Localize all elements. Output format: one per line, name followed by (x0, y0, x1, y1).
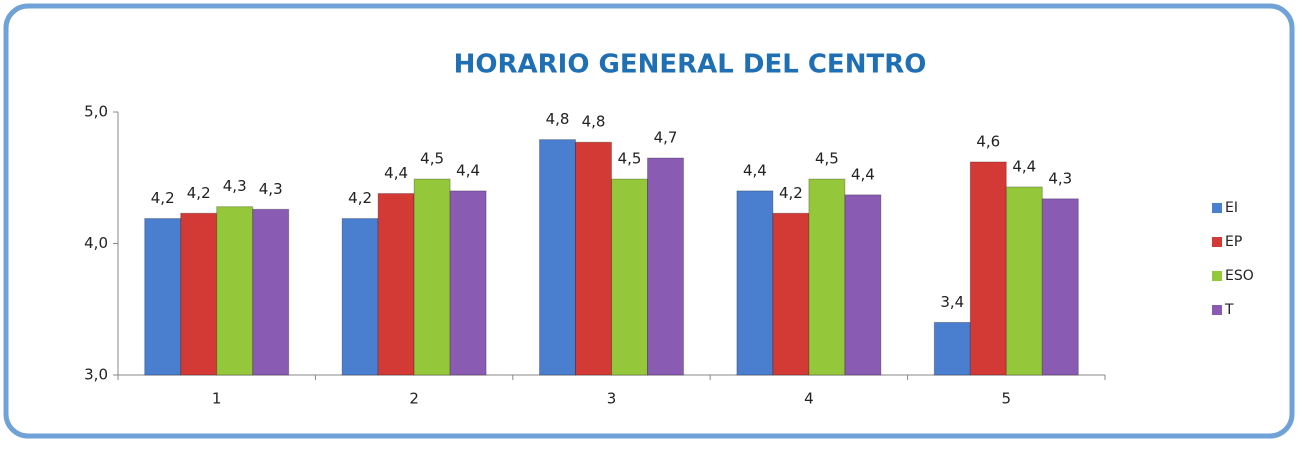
x-tick-label: 1 (212, 390, 222, 408)
value-label: 4,3 (223, 177, 247, 195)
value-label: 4,2 (187, 184, 211, 202)
value-label: 3,4 (940, 293, 964, 311)
legend-swatch (1212, 271, 1222, 281)
value-label: 4,7 (654, 129, 678, 147)
value-label: 4,6 (976, 132, 1000, 150)
bar (808, 178, 846, 376)
bar (377, 193, 415, 376)
legend-swatch (1212, 203, 1222, 213)
legend-label: EP (1225, 234, 1242, 250)
bar (611, 178, 648, 376)
value-label: 4,5 (420, 150, 444, 168)
value-label: 4,3 (259, 180, 283, 198)
value-label: 4,5 (618, 150, 642, 168)
value-label: 4,5 (815, 150, 839, 168)
bar (933, 321, 971, 376)
y-tick-label: 4,0 (84, 234, 108, 252)
value-label: 4,4 (456, 161, 480, 179)
bar (413, 178, 451, 376)
bar (772, 212, 810, 376)
value-label: 4,4 (1012, 157, 1036, 175)
value-label: 4,3 (1048, 169, 1072, 187)
x-tick-label: 2 (409, 390, 419, 408)
y-tick-label: 5,0 (84, 103, 108, 121)
value-label: 4,4 (743, 161, 767, 179)
value-label: 4,2 (151, 189, 175, 207)
value-label: 4,8 (582, 113, 606, 131)
bar (216, 206, 254, 376)
value-label: 4,4 (851, 165, 875, 183)
bar (575, 141, 612, 376)
bar (539, 139, 576, 376)
legend-swatch (1212, 305, 1222, 315)
bar (647, 157, 684, 376)
bar (144, 218, 182, 376)
value-label: 4,8 (546, 110, 570, 128)
legend-label: EI (1225, 200, 1238, 216)
value-label: 4,2 (348, 189, 372, 207)
value-label: 4,4 (384, 164, 408, 182)
bar (252, 208, 290, 376)
chart-title: HORARIO GENERAL DEL CENTRO (454, 50, 927, 80)
x-tick-label: 5 (1002, 390, 1012, 408)
x-tick-label: 3 (607, 390, 617, 408)
bar (180, 212, 218, 376)
bar (736, 190, 774, 376)
legend-swatch (1212, 237, 1222, 247)
bar (1005, 186, 1043, 376)
bar (844, 194, 882, 376)
legend-label: ESO (1225, 268, 1254, 284)
bar (969, 161, 1007, 376)
bar (341, 218, 379, 376)
y-tick-label: 3,0 (84, 366, 108, 384)
value-label: 4,2 (779, 184, 803, 202)
bar (1041, 198, 1079, 376)
x-tick-label: 4 (804, 390, 814, 408)
bar (449, 190, 487, 376)
legend-label: T (1224, 302, 1234, 318)
